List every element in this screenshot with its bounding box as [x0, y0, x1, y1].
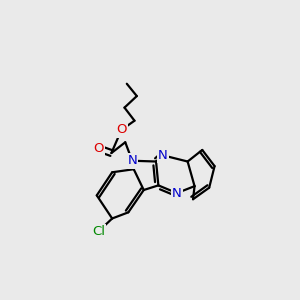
Text: O: O: [93, 142, 104, 155]
Text: Cl: Cl: [92, 225, 105, 238]
Text: N: N: [158, 149, 168, 162]
Text: O: O: [116, 123, 127, 136]
Text: N: N: [172, 187, 182, 200]
Text: N: N: [127, 154, 137, 167]
